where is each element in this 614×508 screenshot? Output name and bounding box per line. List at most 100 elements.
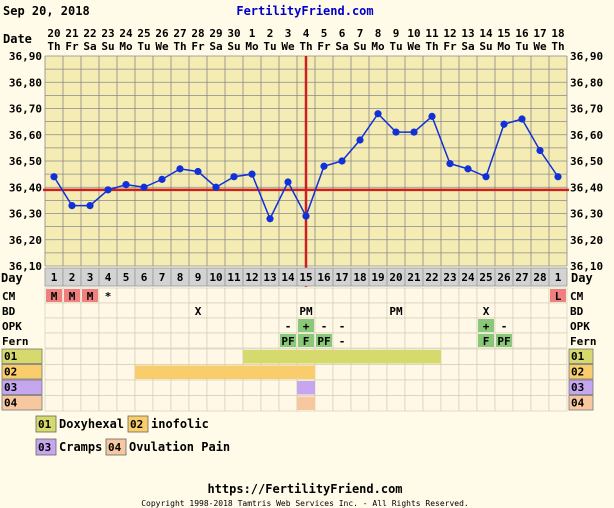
plot-area: 36,10 36,10 36,20 36,20 36,30 36,30 36,40 36,40… [9, 27, 603, 287]
temperature-point[interactable] [194, 167, 202, 176]
temperature-point[interactable] [302, 212, 310, 220]
row-cell [332, 287, 352, 304]
fern-cell-marker[interactable] [478, 334, 494, 347]
temperature-point[interactable] [356, 136, 364, 144]
bd-entry-label[interactable]: PM [299, 305, 313, 318]
temperature-point[interactable] [248, 170, 256, 178]
opk-cell-marker[interactable] [478, 319, 494, 332]
fern-entry-label[interactable]: PF [497, 335, 510, 348]
day-number-label: 4 [105, 271, 112, 284]
custom-row-bar-01[interactable] [243, 350, 441, 364]
custom-row-cell [224, 379, 244, 396]
row-label-left: Fern [2, 335, 29, 348]
cm-cell-marker[interactable] [64, 289, 80, 302]
opk-entry-label[interactable]: - [339, 320, 346, 333]
custom-row-cell [116, 379, 136, 396]
temperature-point[interactable] [338, 157, 346, 165]
custom-row-cell [530, 364, 550, 381]
temperature-point[interactable] [320, 162, 328, 170]
day-number-label: 12 [245, 271, 258, 284]
row-cell [422, 317, 442, 334]
y-tick-label-left: 36,90 [9, 50, 42, 63]
cm-cell-marker[interactable] [46, 289, 62, 302]
custom-row-cell [458, 348, 478, 365]
cm-cell-marker[interactable] [82, 289, 98, 302]
temperature-point[interactable] [140, 183, 148, 191]
temperature-point[interactable] [212, 183, 220, 191]
custom-row-bar-02[interactable] [135, 365, 315, 380]
temperature-point[interactable] [122, 181, 130, 189]
custom-row-bar-04[interactable] [297, 396, 315, 411]
temperature-point[interactable] [176, 165, 184, 173]
y-tick-label-right: 36,40 [570, 181, 603, 194]
day-number-label: 14 [281, 271, 295, 284]
custom-row-cell [134, 379, 154, 396]
day-number-label: 21 [407, 271, 421, 284]
opk-entry-label[interactable]: + [483, 320, 490, 333]
bd-entry-label[interactable]: PM [389, 305, 403, 318]
fern-cell-marker[interactable] [316, 334, 332, 347]
fern-cell-marker[interactable] [496, 334, 512, 347]
cm-entry-label[interactable]: M [87, 290, 94, 303]
temperature-point[interactable] [500, 120, 508, 128]
temperature-point[interactable] [410, 128, 418, 136]
cm-entry-label[interactable]: M [51, 290, 58, 303]
temperature-point[interactable] [86, 202, 94, 210]
temperature-point[interactable] [374, 110, 382, 118]
brand-title[interactable]: FertilityFriend.com [236, 4, 373, 18]
opk-entry-label[interactable]: - [321, 320, 328, 333]
row-cell [80, 317, 100, 334]
fern-entry-label[interactable]: PF [317, 335, 330, 348]
temperature-point[interactable] [392, 128, 400, 136]
custom-row-cell [476, 348, 496, 365]
fern-entry-label[interactable]: PF [281, 335, 294, 348]
temperature-point[interactable] [428, 112, 436, 120]
bd-entry-label[interactable]: X [195, 305, 202, 318]
custom-row-cell [368, 395, 388, 412]
weekday-label: Su [353, 40, 366, 53]
custom-row-cell [278, 395, 298, 412]
cm-entry-label[interactable]: * [105, 290, 112, 303]
date-tick-label: 16 [515, 27, 529, 40]
fern-entry-label[interactable]: - [339, 335, 346, 348]
opk-entry-label[interactable]: + [303, 320, 310, 333]
cm-entry-label[interactable]: M [69, 290, 76, 303]
cm-entry-label[interactable]: L [555, 290, 562, 303]
temperature-point[interactable] [230, 173, 238, 181]
temperature-point[interactable] [464, 165, 472, 173]
row-cell [458, 302, 478, 319]
temperature-point[interactable] [50, 173, 58, 181]
day-number-label: 13 [263, 271, 276, 284]
temperature-point[interactable] [536, 146, 544, 155]
custom-row-cell [494, 348, 514, 365]
temperature-point[interactable] [554, 173, 562, 181]
footer-url[interactable]: https://FertilityFriend.com [207, 482, 402, 496]
date-tick-label: 3 [285, 27, 292, 40]
fern-entry-label[interactable]: F [303, 335, 310, 348]
weekday-label: Su [227, 40, 240, 53]
temperature-point[interactable] [446, 160, 454, 168]
opk-cell-marker[interactable] [298, 319, 314, 332]
custom-row-badge-right [568, 379, 594, 395]
temperature-point[interactable] [482, 173, 490, 181]
fern-entry-label[interactable]: F [483, 335, 490, 348]
row-cell [206, 302, 226, 319]
fern-cell-marker[interactable] [298, 334, 314, 347]
day-number-label: 23 [443, 271, 456, 284]
cm-cell-marker[interactable] [550, 289, 566, 302]
bd-entry-label[interactable]: X [483, 305, 490, 318]
opk-entry-label[interactable]: - [285, 320, 292, 333]
temperature-point[interactable] [68, 202, 76, 210]
temperature-point[interactable] [284, 178, 292, 186]
temperature-point[interactable] [266, 215, 274, 223]
temperature-point[interactable] [158, 175, 166, 183]
row-cell [404, 302, 424, 319]
row-label-right: OPK [570, 320, 590, 333]
temperature-point[interactable] [104, 186, 112, 194]
temperature-point[interactable] [518, 115, 526, 123]
opk-entry-label[interactable]: - [501, 320, 508, 333]
custom-row-bar-03[interactable] [297, 381, 315, 395]
row-cell [512, 332, 532, 349]
date-tick-label: 8 [375, 27, 382, 40]
fern-cell-marker[interactable] [280, 334, 296, 347]
